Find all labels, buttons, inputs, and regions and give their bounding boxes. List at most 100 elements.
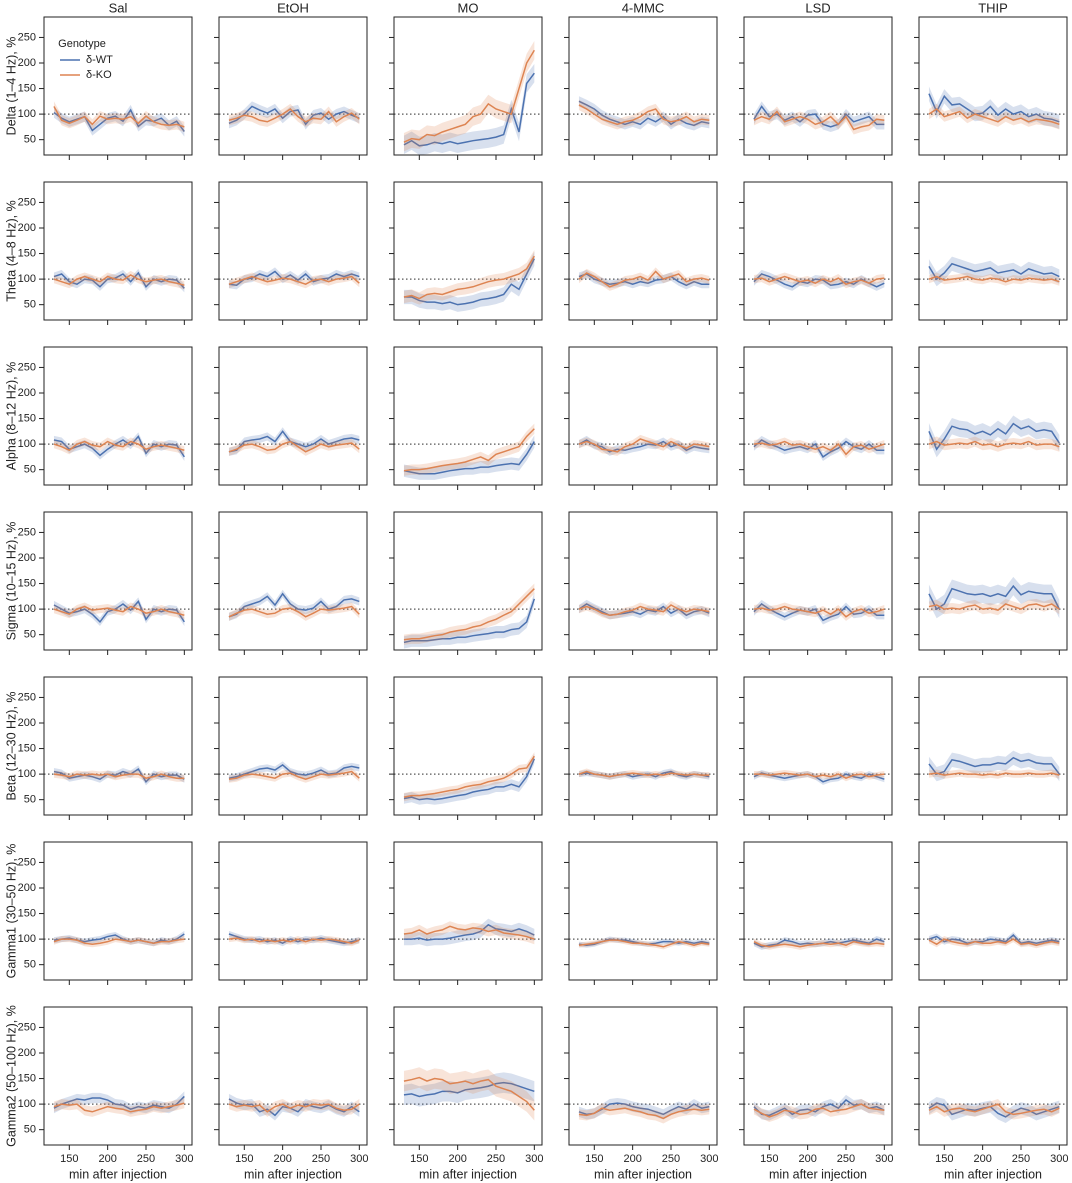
x-tick-label: 150 [60,1153,78,1165]
panel-frame [743,346,893,486]
panel-frame [918,511,1068,651]
series-line [928,93,1060,123]
y-tick-label: 150 [18,412,36,424]
y-tick-label: 100 [18,438,36,450]
panel-frame [743,1006,893,1146]
series-line [228,440,360,453]
y-tick-label: 100 [18,768,36,780]
confidence-band [53,1091,185,1115]
panel [214,16,368,160]
series-line [753,940,885,948]
series-line [928,108,1060,126]
series-line [53,773,185,779]
panel-frame [743,181,893,321]
confidence-band [228,101,360,130]
series-line [228,770,360,781]
panel-frame [918,676,1068,816]
confidence-band [928,103,1060,130]
series-line [753,1103,885,1118]
series-line [403,255,535,300]
series-line [578,939,710,948]
y-tick-label: 200 [18,387,36,399]
series-line [928,1102,1060,1118]
series-line [53,435,185,458]
panel-frame [568,16,718,156]
series-line [403,923,535,941]
confidence-band [928,436,1060,452]
series-line [928,275,1060,283]
row-label: Alpha (8–12 Hz), % [4,362,18,470]
confidence-band [753,101,885,132]
panel-frame [743,511,893,651]
column-title: 4-MMC [622,0,665,15]
confidence-band [753,1099,885,1122]
confidence-band [228,602,360,621]
panel: 50 100 150 200 250 [18,346,193,490]
panel-frame [393,841,543,981]
y-tick-label: 50 [24,464,36,476]
series-line [928,772,1060,776]
y-tick-label: 100 [18,108,36,120]
series-line [928,262,1060,281]
panel: 50 100 150 200 250 [18,16,193,160]
y-tick-label: 200 [18,1047,36,1059]
panel [739,511,893,655]
panel-frame [393,181,543,321]
x-tick-label: 150 [410,1153,428,1165]
series-line [753,440,885,456]
series-line [228,592,360,618]
x-tick-label: 200 [973,1153,991,1165]
x-tick-label: 300 [350,1153,368,1165]
panel-frame [918,1006,1068,1146]
series-line [753,439,885,458]
series-line [228,430,360,453]
confidence-band [53,936,185,948]
panel [739,676,893,820]
y-tick-label: 150 [18,247,36,259]
series-line [753,605,885,618]
panel-frame [218,16,368,156]
series-line [403,49,535,143]
panel: 50 100 150 200 250 [18,511,193,655]
panel-frame [43,841,193,981]
panel [739,346,893,490]
x-tick-label: 150 [585,1153,603,1165]
x-tick-label: 250 [662,1153,680,1165]
series-line [53,605,185,616]
panel-frame [393,346,543,486]
series-line [228,1098,360,1117]
series-line [753,105,885,128]
x-tick-label: 200 [273,1153,291,1165]
series-line [228,270,360,287]
panel-frame [43,676,193,816]
y-tick-label: 250 [18,196,36,208]
panel: 50 100 150 200 250 150 200 250 300 min after inje… [18,1006,194,1181]
legend-label: δ-KO [86,69,112,81]
series-line [228,275,360,286]
row-label: Beta (12–30 Hz), % [4,691,18,800]
panel-frame [43,16,193,156]
row-label: Gamma2 (50–100 Hz), % [4,1005,18,1147]
x-tick-label: 250 [1012,1153,1030,1165]
series-line [53,600,185,624]
y-tick-label: 200 [18,222,36,234]
series-line [578,1107,710,1120]
panel [914,346,1068,490]
panel-frame [43,346,193,486]
confidence-band [753,770,885,785]
series-line [928,422,1060,451]
column-title: EtOH [277,0,309,15]
x-tick-label: 300 [525,1153,543,1165]
x-tick-label: 200 [798,1153,816,1165]
panel-frame [743,676,893,816]
panel-frame [568,841,718,981]
column-title: THIP [978,0,1008,15]
panel [564,16,718,160]
panel-frame [218,1006,368,1146]
confidence-band [228,930,360,947]
confidence-band [403,435,535,480]
series-line [753,275,885,286]
y-tick-label: 100 [18,603,36,615]
confidence-band [928,86,1060,129]
confidence-band [228,1099,360,1117]
